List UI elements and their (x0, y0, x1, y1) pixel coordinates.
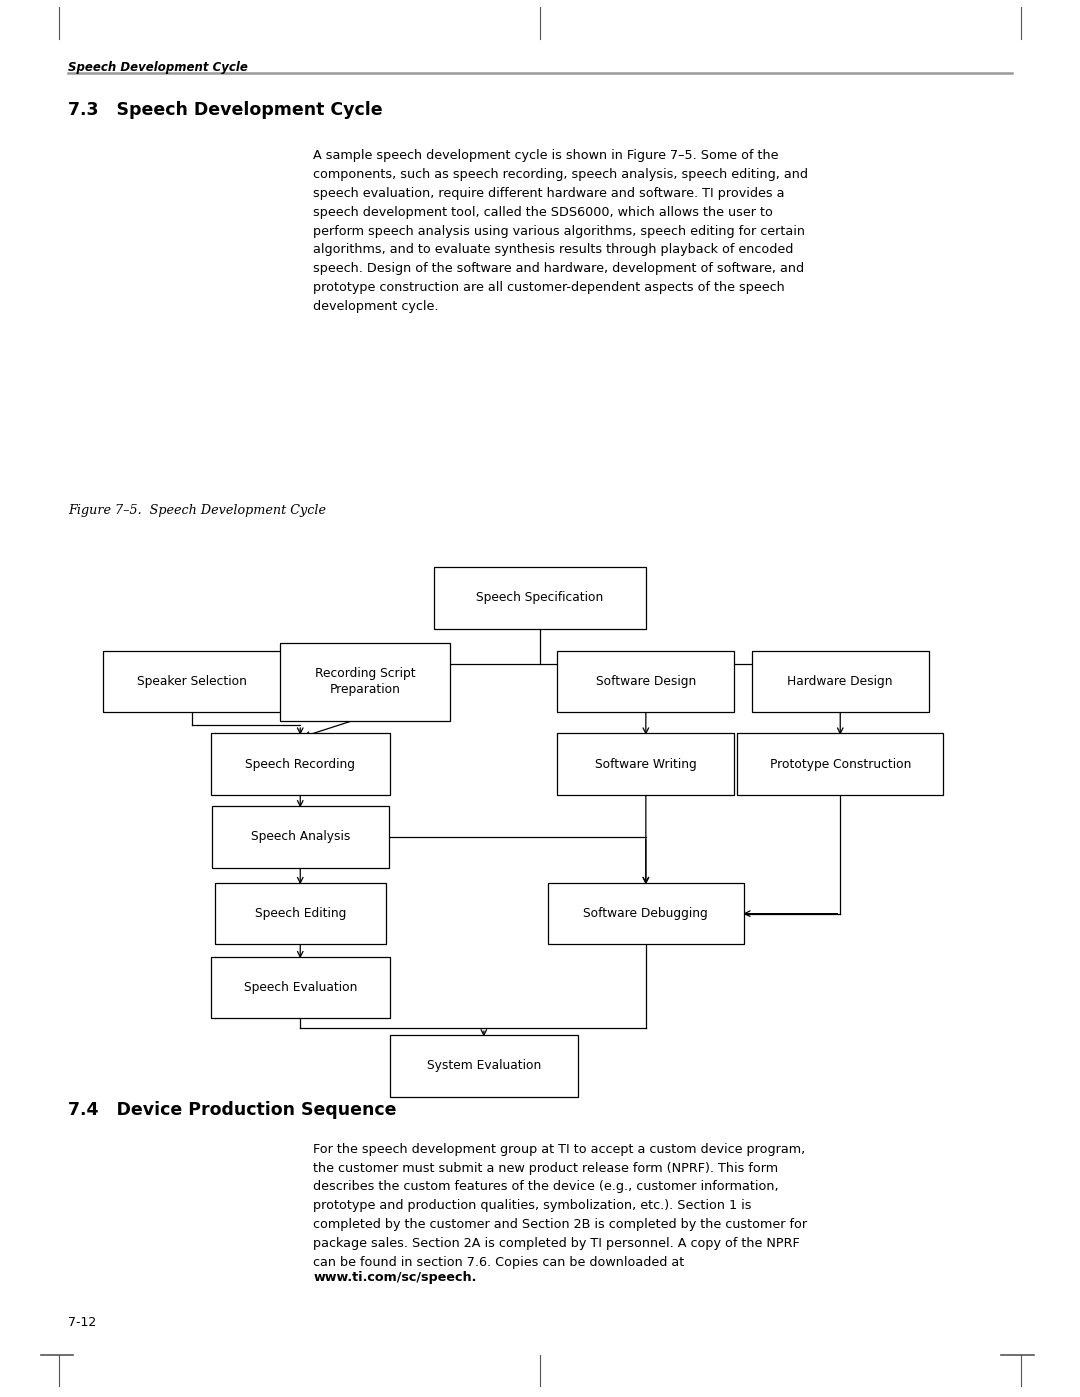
FancyBboxPatch shape (548, 883, 743, 944)
Text: Software Writing: Software Writing (595, 757, 697, 771)
Text: Speech Development Cycle: Speech Development Cycle (68, 61, 248, 74)
FancyBboxPatch shape (390, 1035, 578, 1097)
FancyBboxPatch shape (557, 651, 734, 712)
Text: For the speech development group at TI to accept a custom device program,
the cu: For the speech development group at TI t… (313, 1143, 808, 1288)
Text: A sample speech development cycle is shown in Figure 7–5. Some of the
components: A sample speech development cycle is sho… (313, 149, 808, 313)
Text: Speech Specification: Speech Specification (476, 591, 604, 605)
Text: Speech Editing: Speech Editing (255, 907, 346, 921)
Text: 7-12: 7-12 (68, 1316, 96, 1329)
FancyBboxPatch shape (557, 733, 734, 795)
FancyBboxPatch shape (212, 806, 389, 868)
FancyBboxPatch shape (280, 643, 450, 721)
Text: Recording Script
Preparation: Recording Script Preparation (314, 668, 416, 696)
FancyBboxPatch shape (752, 651, 929, 712)
Text: 7.3   Speech Development Cycle: 7.3 Speech Development Cycle (68, 101, 382, 119)
Text: 7.4   Device Production Sequence: 7.4 Device Production Sequence (68, 1101, 396, 1119)
Text: Figure 7–5.  Speech Development Cycle: Figure 7–5. Speech Development Cycle (68, 504, 326, 517)
FancyBboxPatch shape (211, 733, 390, 795)
Text: Speaker Selection: Speaker Selection (137, 675, 247, 689)
FancyBboxPatch shape (434, 567, 646, 629)
Text: Speech Recording: Speech Recording (245, 757, 355, 771)
FancyBboxPatch shape (211, 957, 390, 1018)
Text: Prototype Construction: Prototype Construction (770, 757, 910, 771)
Text: System Evaluation: System Evaluation (427, 1059, 541, 1073)
FancyBboxPatch shape (215, 883, 386, 944)
Text: Software Debugging: Software Debugging (583, 907, 708, 921)
Text: www.ti.com/sc/speech.: www.ti.com/sc/speech. (313, 1271, 476, 1284)
Text: Software Design: Software Design (596, 675, 696, 689)
Text: Speech Evaluation: Speech Evaluation (244, 981, 356, 995)
Text: Hardware Design: Hardware Design (787, 675, 893, 689)
FancyBboxPatch shape (737, 733, 944, 795)
FancyBboxPatch shape (103, 651, 282, 712)
Text: Speech Analysis: Speech Analysis (251, 830, 350, 844)
